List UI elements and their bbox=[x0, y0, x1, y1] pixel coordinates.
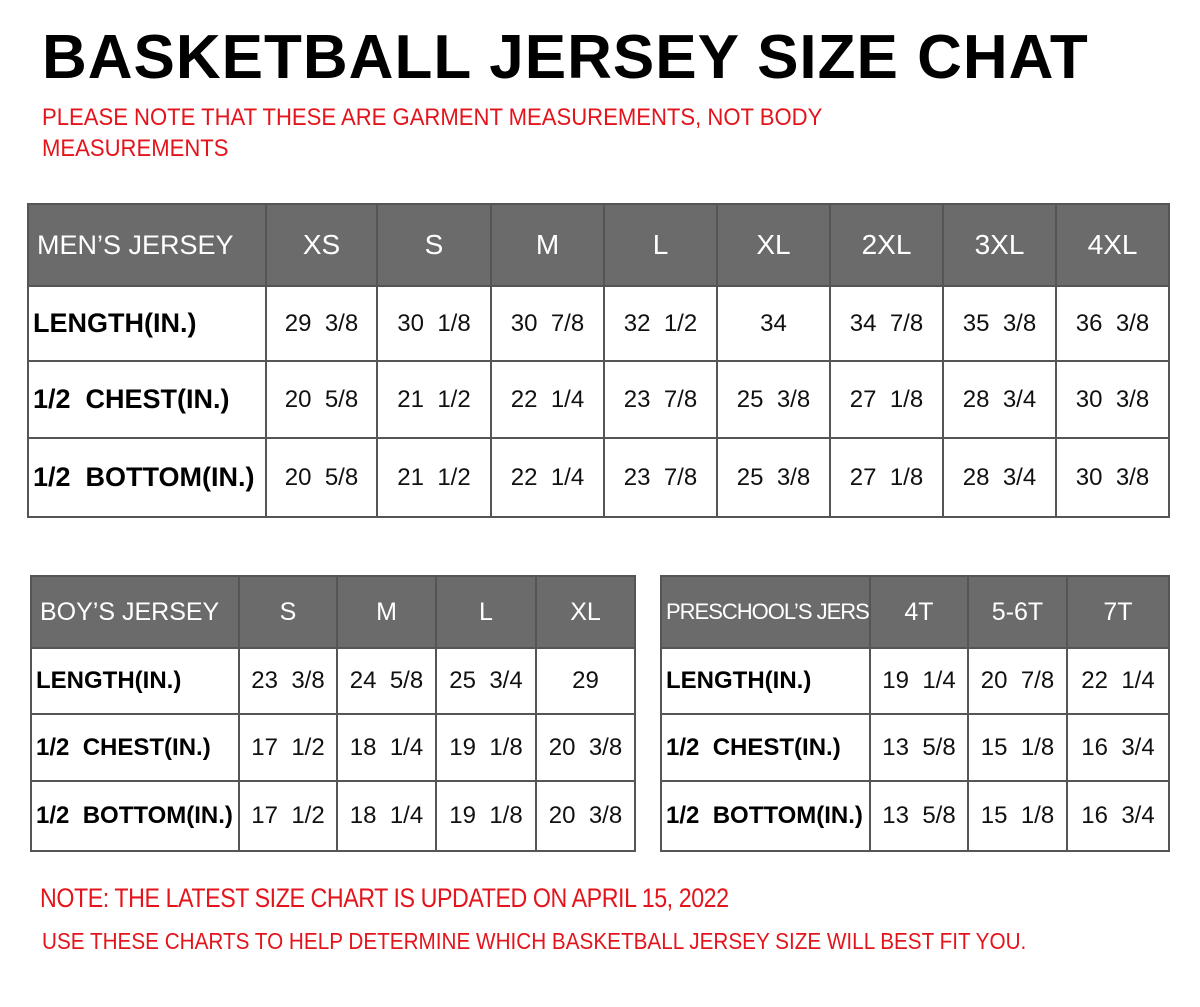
measurement-value: 20 5/8 bbox=[265, 360, 378, 439]
table-title-cell: MEN’S JERSEY bbox=[27, 203, 267, 287]
measurement-value: 20 3/8 bbox=[535, 780, 636, 852]
measurement-value: 34 7/8 bbox=[829, 285, 944, 362]
measurement-value: 29 3/8 bbox=[265, 285, 378, 362]
measurement-label: LENGTH(IN.) bbox=[660, 647, 871, 715]
garment-note-line1: PLEASE NOTE THAT THESE ARE GARMENT MEASU… bbox=[42, 104, 823, 131]
header-row: BOY’S JERSEY S M L XL bbox=[30, 575, 636, 649]
size-header-cell: 3XL bbox=[942, 203, 1057, 287]
measurement-value: 20 3/8 bbox=[535, 713, 636, 782]
measurement-value: 17 1/2 bbox=[238, 713, 338, 782]
measurement-value: 36 3/8 bbox=[1055, 285, 1170, 362]
measurement-value: 27 1/8 bbox=[829, 437, 944, 518]
page-title: BASKETBALL JERSEY SIZE CHAT bbox=[42, 23, 1089, 92]
measurement-value: 21 1/2 bbox=[376, 437, 492, 518]
measurement-value: 27 1/8 bbox=[829, 360, 944, 439]
measurement-label: 1/2 BOTTOM(IN.) bbox=[660, 780, 871, 852]
measurement-value: 19 1/4 bbox=[869, 647, 969, 715]
size-header-cell: M bbox=[336, 575, 437, 649]
table-row: 1/2 CHEST(IN.) 13 5/8 15 1/8 16 3/4 bbox=[660, 713, 1170, 782]
garment-note-line2: MEASUREMENTS bbox=[42, 135, 229, 162]
table-row: 1/2 BOTTOM(IN.) 13 5/8 15 1/8 16 3/4 bbox=[660, 780, 1170, 852]
fit-note: USE THESE CHARTS TO HELP DETERMINE WHICH… bbox=[42, 928, 1027, 954]
table-row: 1/2 CHEST(IN.) 20 5/8 21 1/2 22 1/4 23 7/8 25… bbox=[27, 360, 1170, 439]
size-header-cell: XL bbox=[716, 203, 831, 287]
measurement-value: 25 3/8 bbox=[716, 437, 831, 518]
measurement-value: 16 3/4 bbox=[1066, 713, 1170, 782]
measurement-value: 24 5/8 bbox=[336, 647, 437, 715]
size-header-cell: M bbox=[490, 203, 605, 287]
size-header-cell: XS bbox=[265, 203, 378, 287]
measurement-value: 25 3/8 bbox=[716, 360, 831, 439]
measurement-label: LENGTH(IN.) bbox=[30, 647, 240, 715]
size-header-cell: 5-6T bbox=[967, 575, 1068, 649]
table-row: LENGTH(IN.) 29 3/8 30 1/8 30 7/8 32 1/2 34 34 … bbox=[27, 285, 1170, 362]
measurement-value: 20 7/8 bbox=[967, 647, 1068, 715]
measurement-value: 22 1/4 bbox=[1066, 647, 1170, 715]
size-header-cell: L bbox=[603, 203, 718, 287]
size-header-cell: S bbox=[376, 203, 492, 287]
measurement-label: 1/2 CHEST(IN.) bbox=[30, 713, 240, 782]
measurement-label: 1/2 CHEST(IN.) bbox=[660, 713, 871, 782]
table-row: 1/2 BOTTOM(IN.) 20 5/8 21 1/2 22 1/4 23 7/8 2… bbox=[27, 437, 1170, 518]
measurement-value: 15 1/8 bbox=[967, 713, 1068, 782]
measurement-value: 30 7/8 bbox=[490, 285, 605, 362]
measurement-value: 20 5/8 bbox=[265, 437, 378, 518]
measurement-label: 1/2 BOTTOM(IN.) bbox=[27, 437, 267, 518]
measurement-value: 25 3/4 bbox=[435, 647, 537, 715]
measurement-value: 29 bbox=[535, 647, 636, 715]
measurement-value: 35 3/8 bbox=[942, 285, 1057, 362]
measurement-value: 15 1/8 bbox=[967, 780, 1068, 852]
size-header-cell: 2XL bbox=[829, 203, 944, 287]
measurement-value: 16 3/4 bbox=[1066, 780, 1170, 852]
table-row: 1/2 BOTTOM(IN.) 17 1/2 18 1/4 19 1/8 20 3/8 bbox=[30, 780, 636, 852]
measurement-value: 19 1/8 bbox=[435, 780, 537, 852]
boys-size-table: BOY’S JERSEY S M L XL LENGTH(IN.) 23 3/8 24 5/8… bbox=[30, 575, 636, 852]
size-header-cell: 4T bbox=[869, 575, 969, 649]
table-row: LENGTH(IN.) 19 1/4 20 7/8 22 1/4 bbox=[660, 647, 1170, 715]
measurement-value: 17 1/2 bbox=[238, 780, 338, 852]
measurement-value: 18 1/4 bbox=[336, 780, 437, 852]
measurement-value: 18 1/4 bbox=[336, 713, 437, 782]
measurement-label: 1/2 BOTTOM(IN.) bbox=[30, 780, 240, 852]
size-header-cell: L bbox=[435, 575, 537, 649]
measurement-value: 23 7/8 bbox=[603, 437, 718, 518]
table-title-cell: PRESCHOOL’S JERSEY bbox=[660, 575, 871, 649]
table-title-cell: BOY’S JERSEY bbox=[30, 575, 240, 649]
size-header-cell: XL bbox=[535, 575, 636, 649]
measurement-value: 13 5/8 bbox=[869, 780, 969, 852]
measurement-value: 30 1/8 bbox=[376, 285, 492, 362]
update-note: NOTE: THE LATEST SIZE CHART IS UPDATED O… bbox=[40, 883, 729, 913]
measurement-value: 28 3/4 bbox=[942, 437, 1057, 518]
mens-size-table: MEN’S JERSEY XS S M L XL 2XL 3XL 4XL LENGTH(IN.) 2… bbox=[27, 203, 1170, 518]
preschool-size-table: PRESCHOOL’S JERSEY4T5-6T7TLENGTH(IN.)19 … bbox=[660, 575, 1170, 852]
measurement-value: 23 3/8 bbox=[238, 647, 338, 715]
table-row: LENGTH(IN.) 23 3/8 24 5/8 25 3/4 29 bbox=[30, 647, 636, 715]
measurement-value: 34 bbox=[716, 285, 831, 362]
measurement-value: 30 3/8 bbox=[1055, 437, 1170, 518]
measurement-value: 30 3/8 bbox=[1055, 360, 1170, 439]
measurement-label: 1/2 CHEST(IN.) bbox=[27, 360, 267, 439]
measurement-value: 22 1/4 bbox=[490, 437, 605, 518]
size-header-cell: S bbox=[238, 575, 338, 649]
measurement-value: 22 1/4 bbox=[490, 360, 605, 439]
measurement-value: 13 5/8 bbox=[869, 713, 969, 782]
measurement-value: 19 1/8 bbox=[435, 713, 537, 782]
table-row: 1/2 CHEST(IN.) 17 1/2 18 1/4 19 1/8 20 3/8 bbox=[30, 713, 636, 782]
measurement-value: 32 1/2 bbox=[603, 285, 718, 362]
measurement-value: 28 3/4 bbox=[942, 360, 1057, 439]
measurement-label: LENGTH(IN.) bbox=[27, 285, 267, 362]
header-row: MEN’S JERSEY XS S M L XL 2XL 3XL 4XL bbox=[27, 203, 1170, 287]
measurement-value: 23 7/8 bbox=[603, 360, 718, 439]
measurement-value: 21 1/2 bbox=[376, 360, 492, 439]
size-header-cell: 4XL bbox=[1055, 203, 1170, 287]
size-header-cell: 7T bbox=[1066, 575, 1170, 649]
